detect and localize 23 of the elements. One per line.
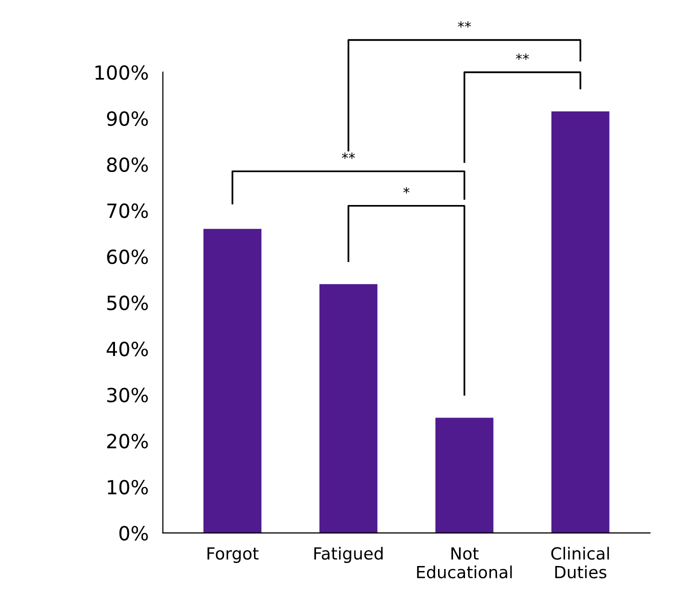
y-tick-label: 90% — [106, 111, 148, 126]
y-tick-label: 30% — [107, 388, 148, 402]
y-tick-label: 40% — [106, 342, 148, 356]
y-tick-label: 20% — [107, 434, 148, 448]
x-tick-label: Clinical Duties — [551, 546, 609, 578]
y-tick-label: 0% — [119, 526, 148, 541]
text: ** — [458, 21, 471, 28]
annotation: * — [403, 187, 410, 194]
bar — [319, 284, 378, 533]
annotation: ** — [342, 152, 355, 159]
y-tick-label: 60% — [107, 249, 148, 264]
x-tick-label: Not Educational — [417, 547, 512, 578]
bar — [435, 418, 494, 533]
bar — [551, 111, 610, 533]
y-tick-label: 10% — [108, 480, 148, 495]
y-tick-label: 50% — [107, 296, 148, 310]
x-tick-label: Forgot — [208, 547, 259, 563]
bar — [203, 228, 262, 533]
y-tick-label: 100% — [95, 65, 148, 80]
text: ** — [516, 54, 529, 60]
x-tick-label: Fatigued — [314, 546, 383, 563]
y-tick-label: 80% — [107, 157, 148, 172]
y-tick-label: 70% — [107, 203, 148, 218]
